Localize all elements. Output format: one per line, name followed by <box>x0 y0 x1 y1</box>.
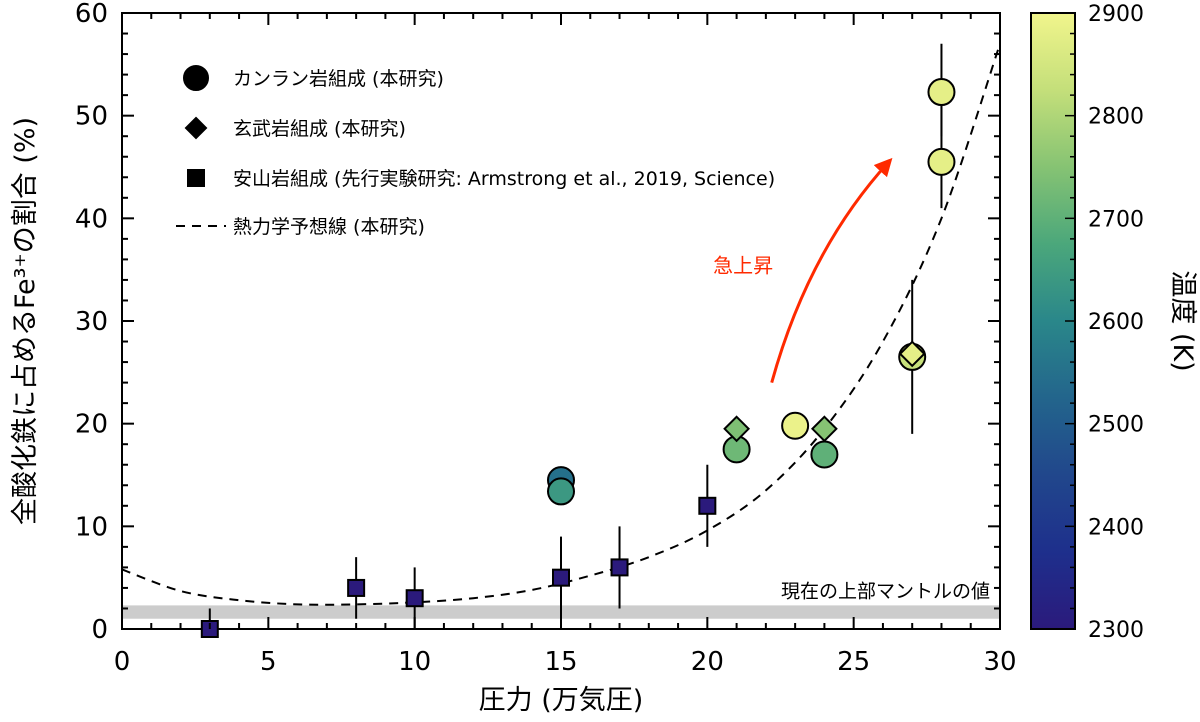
x-tick-label: 10 <box>398 647 431 677</box>
colorbar-tick-label: 2300 <box>1088 618 1144 643</box>
y-tick-label: 60 <box>75 0 108 29</box>
x-tick-label: 0 <box>114 647 131 677</box>
y-tick-label: 50 <box>75 102 108 132</box>
legend-label: 熱力学予想線 (本研究) <box>233 216 425 238</box>
legend-diamond-symbol <box>184 116 208 140</box>
square-marker <box>610 558 629 577</box>
colorbar-axis: 2300 2400 2500 2600 2700 2800 2900 <box>1065 2 1144 643</box>
colorbar-tick-label: 2800 <box>1088 105 1144 130</box>
y-axis-label: 全酸化鉄に占めるFe³⁺の割合 (%) <box>10 117 41 525</box>
colorbar-label: 温度 (K) <box>1167 270 1198 371</box>
reference-band-label: 現在の上部マントルの値 <box>781 580 990 602</box>
circle-marker <box>810 440 839 469</box>
circle-marker <box>547 477 575 506</box>
x-tick-label: 25 <box>837 647 870 677</box>
circle-marker <box>781 411 810 440</box>
colorbar-tick-label: 2400 <box>1088 515 1144 540</box>
y-tick-label: 0 <box>91 615 108 645</box>
circle-marker <box>927 147 956 176</box>
legend-square-symbol <box>187 169 205 187</box>
y-tick-label: 10 <box>75 512 108 542</box>
legend-label: 玄武岩組成 (本研究) <box>233 118 406 140</box>
square-marker <box>347 578 366 597</box>
colorbar-tick-label: 2600 <box>1088 310 1144 335</box>
legend-circle-symbol <box>183 65 209 91</box>
diamond-marker <box>723 415 751 443</box>
legend-label: 安山岩組成 (先行実験研究: Armstrong et al., 2019, S… <box>233 168 775 190</box>
square-marker <box>552 568 570 587</box>
y-axis: 0 10 20 30 40 50 60 <box>75 0 1000 645</box>
legend-label: カンラン岩組成 (本研究) <box>233 68 444 90</box>
y-tick-label: 40 <box>75 204 108 234</box>
square-marker <box>698 496 717 515</box>
y-tick-label: 20 <box>75 410 108 440</box>
trend-annotation: 急上昇 <box>713 254 773 278</box>
annotation-group: 急上昇 <box>713 157 893 383</box>
legend: カンラン岩組成 (本研究) 玄武岩組成 (本研究) 安山岩組成 (先行実験研究: A… <box>176 65 775 238</box>
markers-group <box>200 78 956 638</box>
trend-arrow <box>770 157 893 383</box>
x-tick-label: 15 <box>544 647 577 677</box>
colorbar-tick-label: 2700 <box>1088 207 1144 232</box>
x-axis: 0 5 10 15 20 25 30 <box>114 13 1017 677</box>
diamond-marker <box>810 415 838 443</box>
diamond-marker <box>898 340 926 368</box>
colorbar-tick-label: 2900 <box>1088 2 1144 27</box>
x-tick-label: 30 <box>983 647 1016 677</box>
x-tick-label: 5 <box>260 647 277 677</box>
x-tick-label: 20 <box>691 647 724 677</box>
y-tick-label: 30 <box>75 307 108 337</box>
colorbar-tick-label: 2500 <box>1088 413 1144 438</box>
circle-marker <box>927 78 956 107</box>
x-axis-label: 圧力 (万気圧) <box>479 685 644 716</box>
square-marker <box>405 589 424 608</box>
